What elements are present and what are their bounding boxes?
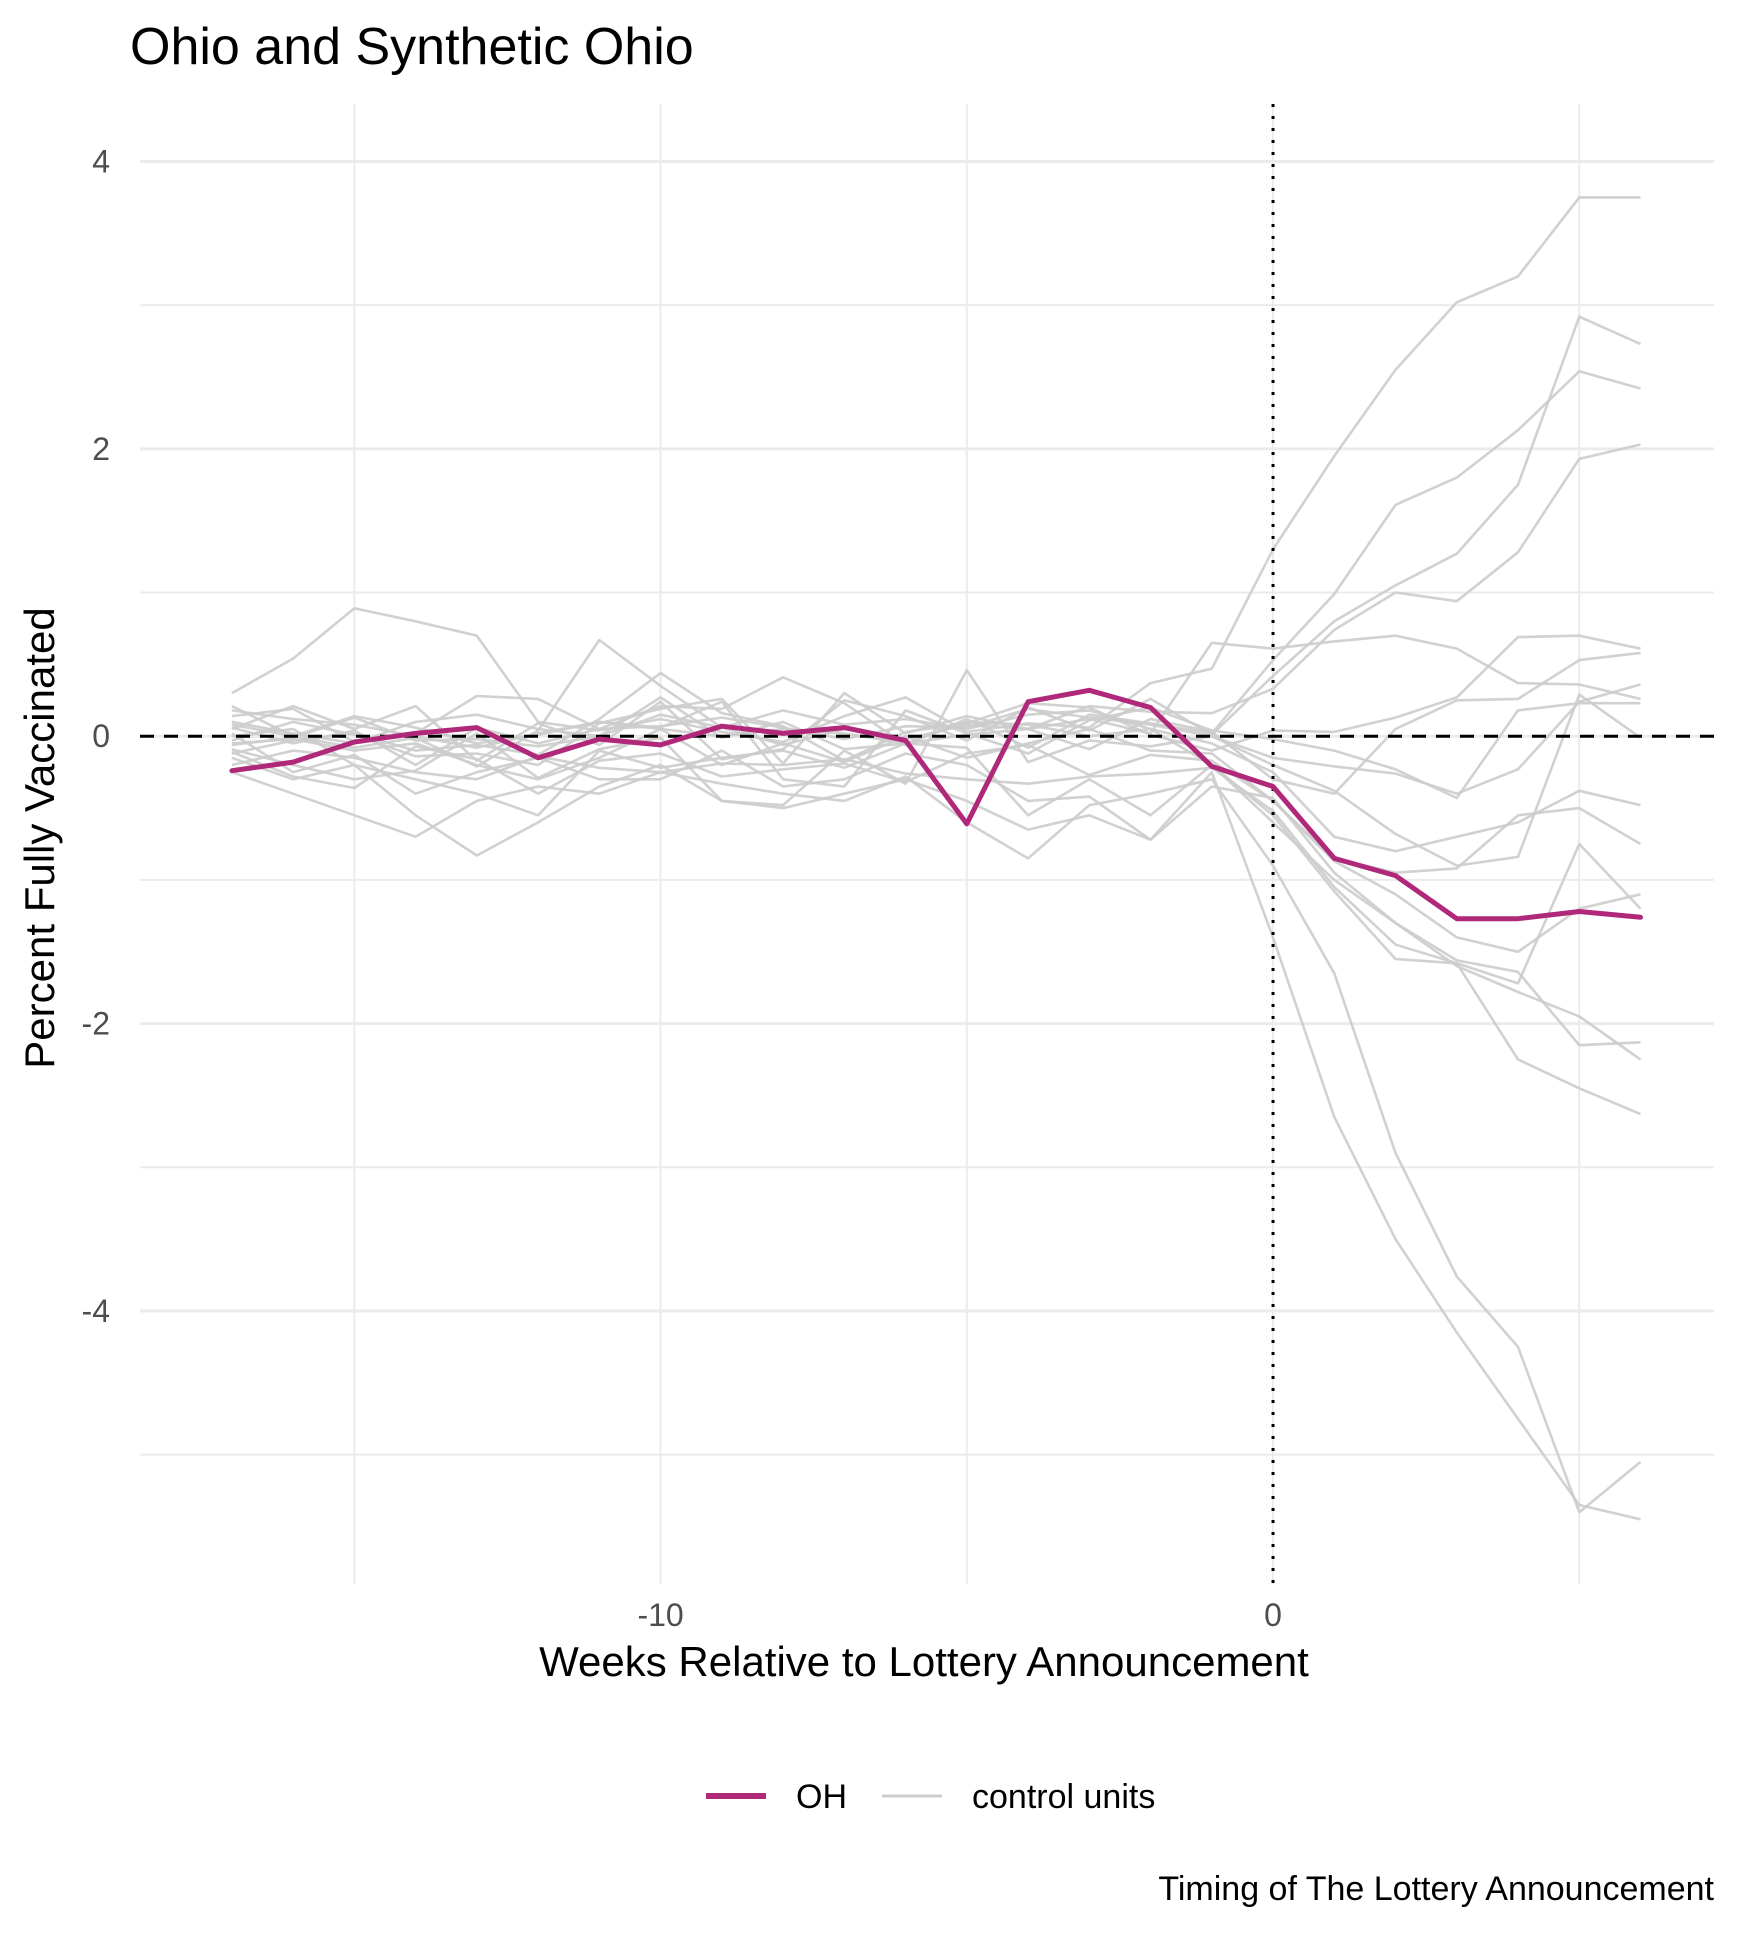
legend-label: control units (972, 1778, 1155, 1816)
control-unit-line (231, 727, 1642, 875)
y-axis-title: Percent Fully Vaccinated (16, 607, 63, 1068)
chart-title: Ohio and Synthetic Ohio (130, 18, 694, 76)
control-unit-line (231, 709, 1641, 853)
treated-line-group (229, 687, 1643, 922)
chart-caption: Timing of The Lottery Announcement (1158, 1870, 1714, 1908)
x-tick-label: -10 (637, 1597, 683, 1633)
control-unit-line (231, 756, 1641, 1521)
control-unit-line (231, 749, 1642, 985)
control-unit-line (231, 693, 1642, 867)
y-tick-label: 4 (92, 143, 110, 179)
control-unit-line (231, 770, 1642, 1514)
y-tick-label: 0 (92, 718, 110, 754)
control-unit-lines (231, 196, 1642, 1521)
x-axis-tick-labels: -10 0 (637, 1597, 1281, 1633)
x-tick-label: 0 (1264, 1597, 1282, 1633)
legend: OH control units (706, 1778, 1155, 1816)
control-unit-line (231, 743, 1641, 954)
y-tick-label: -4 (82, 1293, 110, 1329)
control-unit-line (231, 315, 1642, 763)
x-axis-title: Weeks Relative to Lottery Announcement (539, 1638, 1309, 1685)
control-unit-line (231, 369, 1641, 750)
y-tick-label: 2 (92, 431, 110, 467)
control-unit-line (231, 732, 1641, 1047)
control-unit-line (231, 196, 1641, 744)
y-axis-tick-labels: 4 2 0 -2 -4 (82, 143, 110, 1329)
control-unit-line (231, 709, 1642, 1116)
legend-label: OH (796, 1778, 847, 1816)
y-tick-label: -2 (82, 1006, 110, 1042)
oh-series-line (229, 687, 1643, 922)
